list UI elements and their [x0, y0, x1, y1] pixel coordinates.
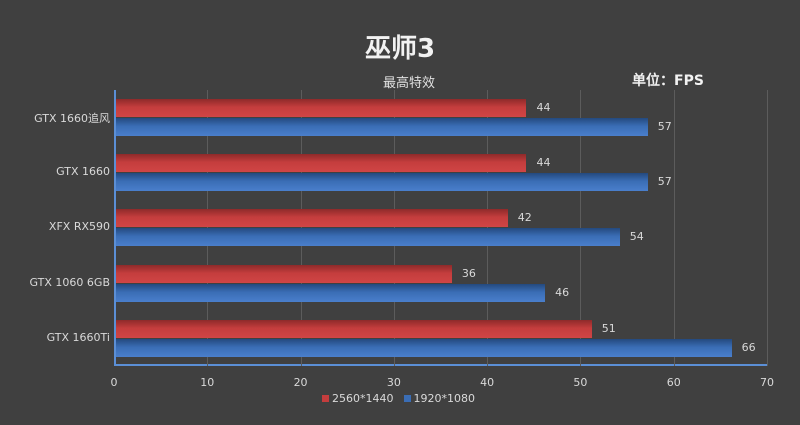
- x-tick-label: 30: [386, 376, 401, 389]
- category-label: XFX RX590: [48, 220, 110, 234]
- legend-swatch-blue-icon: [403, 395, 411, 402]
- legend: 2560*1440 1920*1080: [322, 392, 475, 405]
- legend-item-1920: 1920*1080: [403, 392, 476, 405]
- category-label: GTX 1660Ti: [46, 330, 110, 344]
- category-label: GTX 1660: [56, 165, 110, 179]
- bar-2560x1440: [116, 264, 452, 283]
- data-label: 46: [555, 285, 570, 299]
- unit-label: 单位：FPS: [632, 73, 704, 89]
- bar-1920x1080: [116, 283, 546, 302]
- bar-1920x1080: [116, 338, 732, 357]
- bar-2560x1440: [116, 154, 527, 173]
- category-label: GTX 1660追风: [34, 112, 110, 125]
- bar-2560x1440: [116, 319, 592, 338]
- gridline: [487, 90, 489, 366]
- bar-1920x1080: [116, 118, 648, 136]
- data-label: 57: [657, 175, 672, 189]
- data-label: 44: [536, 101, 551, 114]
- gridline: [207, 90, 209, 366]
- bar-1920x1080: [116, 228, 620, 247]
- y-axis-line: [114, 90, 116, 366]
- legend-label: 1920*1080: [413, 392, 476, 405]
- data-label: 57: [657, 120, 672, 133]
- data-label: 54: [629, 230, 644, 244]
- legend-item-2560: 2560*1440: [322, 392, 394, 405]
- data-label: 51: [601, 321, 616, 335]
- x-axis-line: [114, 364, 767, 366]
- gridline: [300, 90, 302, 366]
- data-label: 36: [461, 266, 476, 280]
- x-tick-label: 70: [760, 376, 774, 389]
- plot-area: 44 57 44 57 42 54 36 46 51 66: [114, 90, 768, 366]
- x-tick-label: 60: [666, 376, 681, 389]
- x-tick-label: 0: [110, 376, 118, 389]
- x-tick-label: 10: [200, 376, 215, 389]
- bar-2560x1440: [116, 209, 508, 228]
- bar-2560x1440: [116, 99, 527, 117]
- x-tick-label: 40: [480, 376, 495, 389]
- data-label: 42: [517, 211, 532, 225]
- gridline: [767, 90, 768, 366]
- bar-1920x1080: [116, 173, 648, 192]
- gridline: [673, 90, 675, 366]
- chart-title: 巫师3: [364, 34, 436, 64]
- legend-label: 2560*1440: [332, 392, 394, 405]
- category-label: GTX 1060 6GB: [29, 275, 110, 289]
- chart-subtitle: 最高特效: [383, 76, 436, 91]
- legend-swatch-red-icon: [322, 395, 329, 402]
- x-tick-label: 50: [573, 376, 588, 389]
- data-label: 66: [741, 340, 756, 354]
- gridline: [580, 90, 582, 366]
- gridline: [393, 90, 395, 366]
- x-tick-label: 20: [293, 376, 308, 389]
- data-label: 44: [536, 156, 551, 170]
